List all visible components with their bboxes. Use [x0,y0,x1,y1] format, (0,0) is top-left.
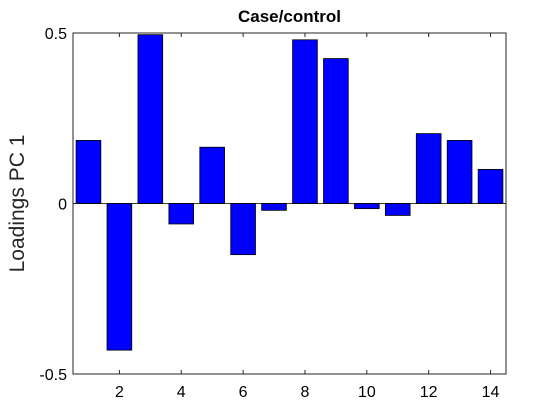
x-tick-label-10: 10 [358,384,376,401]
y-axis-label: Loadings PC 1 [6,135,29,273]
bar-2 [106,203,133,351]
x-tick-label-2: 2 [115,384,124,401]
bar-5 [199,146,225,204]
x-tick-label-12: 12 [420,384,438,401]
ticks-layer: 2 4 6 8 10 12 14 -0.5 0 0.5 [39,26,506,401]
bar-8 [292,39,318,204]
bar-3 [137,34,164,204]
bar-7 [261,203,287,211]
x-tick-label-6: 6 [239,384,248,401]
y-tick-label-1: 0 [58,197,67,214]
chart-title: Case/control [238,7,341,26]
bar-1 [75,140,102,204]
x-tick-label-4: 4 [177,384,186,401]
y-tick-label-2: 0.5 [45,26,67,43]
bar-11 [384,203,411,216]
bars-layer [75,34,504,351]
x-tick-label-14: 14 [482,384,500,401]
bar-10 [354,203,380,210]
x-tick-label-8: 8 [301,384,310,401]
bar-13 [446,140,473,204]
bar-6 [230,203,256,256]
bar-12 [415,133,442,204]
y-tick-label-0: -0.5 [39,367,67,384]
bar-14 [477,168,504,204]
bar-4 [168,203,195,225]
bar-9 [323,58,349,204]
